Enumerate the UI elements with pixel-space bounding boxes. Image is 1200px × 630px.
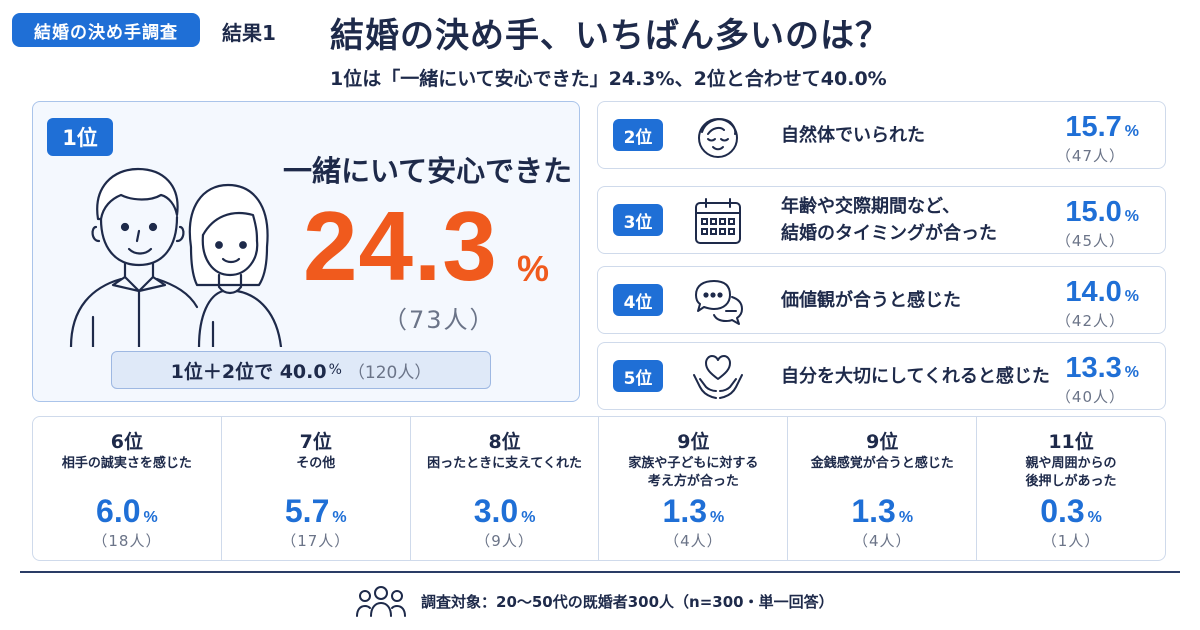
cell-count: （4人） <box>664 532 723 550</box>
cell-label: 相手の誠実さを感じた <box>61 456 192 471</box>
people-group-icon <box>356 586 406 617</box>
cell-rank: 9位 <box>677 431 710 453</box>
cell-label: 親や周囲からの 後押しがあった <box>1025 456 1117 489</box>
combined-count: （120人） <box>347 362 432 383</box>
cell-value: 6.0% <box>96 493 158 529</box>
rank1-badge: 1位 <box>47 118 113 156</box>
cell-value: 5.7% <box>284 493 347 529</box>
cell-rank: 6位 <box>110 431 144 453</box>
cell-value: 3.0% <box>473 493 536 529</box>
rank-card: 2位 自然体でいられた 15.7% （47人） <box>597 101 1166 169</box>
rank-card: 5位 自分を大切にしてくれると感じた 13.3% （40人） <box>597 342 1166 410</box>
rank-count: （45人） <box>1055 232 1125 250</box>
rank-badge: 3位 <box>613 204 663 236</box>
cell-rank: 7位 <box>299 431 332 453</box>
rank-count: （40人） <box>1055 388 1125 406</box>
rank-badge: 5位 <box>613 360 663 392</box>
survey-note: 調査対象：20～50代の既婚者300人（n=300・単一回答） <box>421 592 834 611</box>
cell-label: 家族や子どもに対する 考え方が合った <box>628 456 759 489</box>
rank-card: 3位 年齢や交際期間など、 結婚のタイミングが合った 15.0% （45人） <box>597 186 1166 254</box>
cell-label: 困ったときに支えてくれた <box>427 456 583 471</box>
footer-divider <box>20 571 1180 573</box>
rank-cell: 8位 困ったときに支えてくれた 3.0% （9人） <box>411 417 600 560</box>
combined-unit: % <box>328 362 342 378</box>
rank-count: （47人） <box>1055 147 1125 165</box>
combined-text: 1位＋2位で 40.0 <box>170 360 327 383</box>
rank1-label: 一緒にいて安心できた <box>283 154 573 188</box>
rank-cell: 9位 家族や子どもに対する 考え方が合った 1.3% （4人） <box>599 417 789 560</box>
rank-badge: 2位 <box>613 119 663 151</box>
survey-tag: 結婚の決め手調査 <box>12 13 200 47</box>
rank-cell: 7位 その他 5.7% （17人） <box>222 417 411 560</box>
cell-rank: 11位 <box>1048 431 1094 453</box>
rank-value: 15.7% <box>1065 111 1139 143</box>
rank-value: 14.0% <box>1065 276 1139 308</box>
rank1-card: 1位 一緒にいて安心できた 24.3 % （73人） 1位＋2位で 40.0 % <box>32 101 580 402</box>
rank-label: 自分を大切にしてくれると感じた <box>781 365 1050 387</box>
rank1-count: （73人） <box>383 306 496 334</box>
combined-total-bar: 1位＋2位で 40.0 % （120人） <box>111 351 491 389</box>
rank-value: 15.0% <box>1065 196 1139 228</box>
rank1-value: 24.3 <box>303 191 498 301</box>
cell-count: （9人） <box>475 532 534 550</box>
footer: 調査対象：20～50代の既婚者300人（n=300・単一回答） <box>355 584 834 618</box>
cell-value: 1.3% <box>851 493 914 529</box>
cell-count: （17人） <box>281 532 351 550</box>
rank-label: 自然体でいられた <box>781 124 925 146</box>
cell-rank: 8位 <box>488 431 521 453</box>
rank-cell: 11位 親や周囲からの 後押しがあった 0.3% （1人） <box>977 417 1165 560</box>
page-subtitle: 1位は「一緒にいて安心できた」24.3%、2位と合わせて40.0% <box>330 68 887 90</box>
page-title: 結婚の決め手、いちばん多いのは？ <box>330 16 890 56</box>
cell-value: 1.3% <box>662 493 725 529</box>
cell-label: 金銭感覚が合うと感じた <box>810 456 954 471</box>
rank-count: （42人） <box>1055 312 1125 330</box>
rank-cell: 6位 相手の誠実さを感じた 6.0% （18人） <box>33 417 222 560</box>
rank-value: 13.3% <box>1065 352 1139 384</box>
cell-label: その他 <box>296 456 336 471</box>
rank-card: 4位 価値観が合うと感じた 14.0% （42人） <box>597 266 1166 334</box>
cell-rank: 9位 <box>866 431 899 453</box>
rank1-unit: % <box>517 248 550 289</box>
relaxed-face-icon <box>698 118 738 158</box>
rank-cell: 9位 金銭感覚が合うと感じた 1.3% （4人） <box>788 417 978 560</box>
heart-hands-icon <box>693 355 743 399</box>
rank-badge: 4位 <box>613 284 663 316</box>
cell-count: （18人） <box>92 532 162 550</box>
cell-count: （1人） <box>1041 532 1101 550</box>
rank-label: 価値観が合うと感じた <box>781 289 961 311</box>
result-label: 結果1 <box>222 21 276 45</box>
couple-icon <box>69 167 283 347</box>
chat-bubbles-icon <box>695 280 743 325</box>
other-ranks-row: 6位 相手の誠実さを感じた 6.0% （18人） 7位 その他 5.7% （17… <box>32 416 1166 561</box>
calendar-icon <box>695 198 741 244</box>
cell-value: 0.3% <box>1040 493 1102 529</box>
cell-count: （4人） <box>852 532 912 550</box>
rank-label: 年齢や交際期間など、 結婚のタイミングが合った <box>781 196 997 244</box>
